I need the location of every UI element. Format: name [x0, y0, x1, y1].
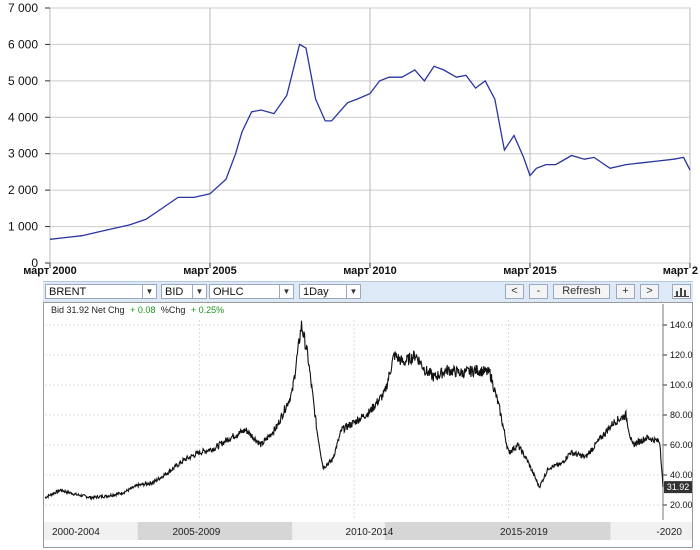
- bottom-y-tick-label: 140.00: [670, 320, 693, 330]
- refresh-button[interactable]: Refresh: [553, 284, 610, 299]
- top-x-tick-label: март 2005: [183, 265, 237, 277]
- zoom-in-button[interactable]: +: [616, 284, 635, 299]
- period-label: 2010-2014: [346, 527, 394, 538]
- style-value: OHLC: [213, 286, 244, 298]
- top-y-tick-label: 3 000: [8, 147, 38, 161]
- top-y-tick-label: 0: [31, 256, 38, 270]
- period-label: -2020: [656, 527, 682, 538]
- bottom-y-tick-label: 20.00: [670, 500, 693, 510]
- period-band: [137, 522, 293, 540]
- bottom-chart-grid: [45, 320, 663, 520]
- bottom-y-tick-label: 40.00: [670, 470, 693, 480]
- chart-type-button[interactable]: [672, 284, 691, 299]
- chevron-down-icon: ▼: [142, 285, 156, 298]
- bottom-y-tick-label: 80.00: [670, 410, 693, 420]
- current-value-label: 31.92: [667, 482, 690, 492]
- chevron-down-icon: ▼: [192, 285, 206, 298]
- field-select[interactable]: BID ▼: [161, 284, 207, 299]
- chart-toolbar: BRENT ▼ BID ▼ OHLC ▼ 1Day ▼ < - Refresh …: [43, 281, 693, 304]
- bottom-price-chart: 20.00 40.00 60.00 80.00 100.00 120.00 140.00 B…: [43, 302, 693, 548]
- net-chg-value: + 0.08: [130, 305, 155, 315]
- bottom-chart-frame: [43, 302, 693, 548]
- zoom-out-button[interactable]: -: [529, 284, 548, 299]
- pct-chg-value: + 0.25%: [191, 305, 224, 315]
- bottom-y-tick-label: 120.00: [670, 350, 693, 360]
- symbol-select[interactable]: BRENT ▼: [45, 284, 157, 299]
- symbol-value: BRENT: [49, 286, 87, 298]
- bid-prefix: Bid 31.92 Net Chg: [51, 305, 125, 315]
- style-select[interactable]: OHLC ▼: [209, 284, 294, 299]
- top-chart-grid: [49, 7, 691, 264]
- top-x-tick-label: март 2010: [343, 265, 397, 277]
- period-label: 2015-2019: [500, 527, 548, 538]
- pct-label: %Chg: [161, 305, 186, 315]
- period-label: 2000-2004: [52, 527, 100, 538]
- top-y-tick-label: 5 000: [8, 74, 38, 88]
- svg-text:Bid 31.92 Net Chg + 0.08: Bid 31.92 Net Chg + 0.08 %Chg + 0.25%: [51, 305, 224, 315]
- interval-select[interactable]: 1Day ▼: [299, 284, 361, 299]
- next-button[interactable]: >: [640, 284, 659, 299]
- top-y-tick-label: 1 000: [8, 220, 38, 234]
- top-series-line: [49, 43, 691, 240]
- bottom-series-line: [44, 320, 664, 501]
- bottom-chart-y-axis: 20.00 40.00 60.00 80.00 100.00 120.00 140.00: [662, 304, 693, 520]
- interval-value: 1Day: [303, 286, 329, 298]
- top-x-tick-label: март 2015: [503, 265, 557, 277]
- top-chart-x-axis: март 2000 март 2005 март 2010 март 2015 март…: [23, 263, 698, 277]
- top-y-tick-label: 4 000: [8, 110, 38, 124]
- chevron-down-icon: ▼: [279, 285, 293, 298]
- top-y-tick-label: 7 000: [8, 1, 38, 15]
- top-y-tick-label: 2 000: [8, 183, 38, 197]
- period-band: [384, 522, 611, 540]
- top-x-tick-label: март 2: [663, 265, 698, 277]
- period-bar: 2000-2004 2005-2009 2010-2014 2015-2019 -202…: [44, 522, 692, 540]
- bottom-y-tick-label: 60.00: [670, 440, 693, 450]
- top-x-tick-label: март 2000: [23, 265, 77, 277]
- bar-chart-icon: [674, 288, 689, 297]
- bottom-y-tick-label: 100.00: [670, 380, 693, 390]
- bid-info: Bid 31.92 Net Chg + 0.08 %Chg + 0.25%: [51, 305, 224, 315]
- top-y-tick-label: 6 000: [8, 37, 38, 51]
- period-label: 2005-2009: [172, 527, 220, 538]
- prev-button[interactable]: <: [505, 284, 524, 299]
- field-value: BID: [165, 286, 184, 298]
- current-value-marker: 31.92: [664, 481, 692, 494]
- current-value-box: [664, 481, 692, 494]
- top-chart-y-axis: 0 1 000 2 000 3 000 4 000 5 000 6 000 7 000: [8, 1, 50, 270]
- chevron-down-icon: ▼: [346, 285, 360, 298]
- top-line-chart: 0 1 000 2 000 3 000 4 000 5 000 6 000 7 000 мар…: [8, 1, 698, 277]
